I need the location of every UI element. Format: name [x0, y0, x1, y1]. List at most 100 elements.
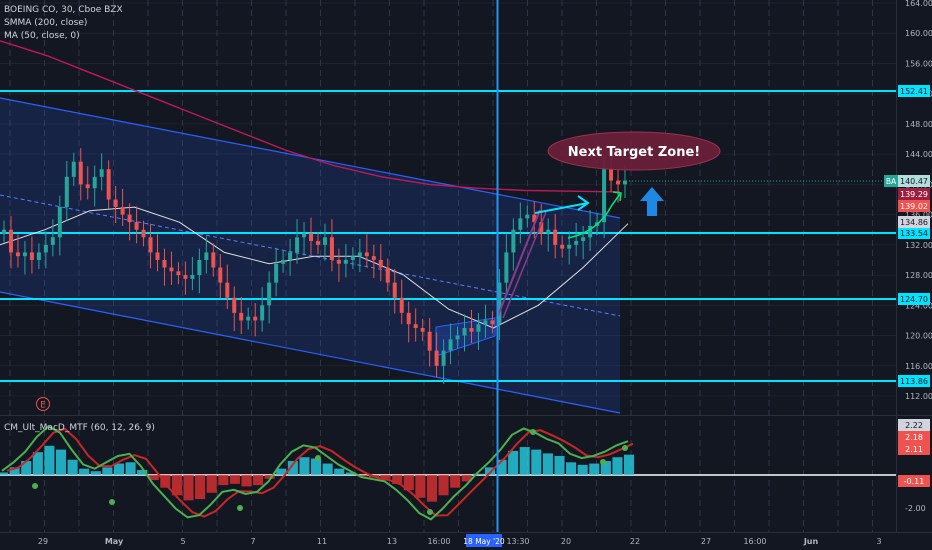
candle-body [623, 180, 627, 185]
candle-body [455, 335, 460, 340]
candle-body [176, 271, 181, 276]
macd-histogram-bar [218, 475, 229, 486]
candle-body [106, 169, 111, 200]
macd-line [1, 425, 629, 521]
magenta-arrow [502, 211, 547, 319]
candle-body [281, 259, 286, 264]
candle-body [127, 214, 132, 223]
macd-histogram-bar [450, 475, 461, 488]
time-tick-label: 22 [630, 537, 640, 546]
time-tick-label: 16:00 [427, 537, 450, 546]
time-tick-label: 11 [317, 537, 327, 546]
candle-body [295, 237, 300, 253]
target-zone-ellipse [547, 131, 721, 171]
macd-histogram-bar [311, 458, 322, 475]
candle-body [602, 169, 607, 223]
macd-histogram-bar [600, 461, 611, 475]
candle-body [392, 282, 397, 298]
candle-body [483, 320, 488, 325]
level-label: 152.41 [900, 87, 928, 96]
candle-body [343, 259, 348, 264]
candle-body [8, 229, 13, 253]
candle-body [85, 184, 90, 189]
macd-cross-dot [109, 499, 115, 505]
candle-body [385, 267, 390, 283]
macd-histogram-bar [345, 472, 356, 475]
price-tick-label: 144.00 [905, 150, 932, 159]
candle-body [148, 237, 153, 253]
price-axis: 164.00160.00156.00152.00148.00144.00140.… [884, 0, 932, 513]
candle-body [616, 180, 621, 185]
candle-body [260, 305, 265, 321]
candle-body [232, 297, 237, 313]
macd-cross-dot [32, 483, 38, 489]
legend-symbol[interactable]: BOEING CO, 30, Cboe BZX [4, 5, 123, 15]
price-badge-bg [898, 200, 930, 212]
candle-body [29, 252, 34, 260]
magenta-arrow [496, 209, 541, 319]
candle-body [469, 327, 474, 332]
legend-ma[interactable]: MA (50, close, 0) [4, 31, 80, 41]
macd-value-label: 2.18 [905, 433, 923, 442]
price-tick-label: 148.00 [905, 120, 932, 129]
level-label-bg [898, 293, 930, 305]
price-badge-bg [898, 175, 930, 187]
green-arrow [567, 193, 621, 239]
macd-histogram-bar [9, 467, 20, 475]
time-tick-label: 27 [701, 537, 711, 546]
candle-body [546, 229, 551, 234]
level-label-bg [898, 375, 930, 387]
macd-histogram-bar [484, 467, 495, 475]
candle-body [15, 252, 20, 257]
candle-body [239, 312, 244, 321]
macd-histogram-bar [137, 469, 148, 475]
time-tick-label: Jun [803, 537, 819, 546]
macd-histogram-bar [125, 462, 136, 475]
macd-cross-dot [427, 509, 433, 515]
time-tick-label: 7 [250, 537, 255, 546]
candle-body [36, 252, 41, 260]
time-tick-label: 3 [876, 537, 881, 546]
macd-value-badge [898, 419, 930, 431]
macd-cross-dot [237, 505, 243, 511]
candle-body [539, 222, 544, 234]
macd-histogram-bar [0, 472, 9, 475]
macd-histogram-bar [229, 475, 240, 484]
earnings-icon[interactable] [36, 397, 50, 411]
macd-histogram-bar [357, 475, 368, 477]
legend-smma[interactable]: SMMA (200, close) [4, 18, 88, 28]
price-badge-label: 134.86 [900, 218, 928, 227]
candle-body [574, 241, 579, 245]
candle-body [190, 275, 195, 279]
level-label-bg [898, 227, 930, 239]
macd-histogram-bar [426, 475, 438, 502]
price-tick-label: 112.00 [905, 392, 932, 401]
cyan-arrow-head [577, 195, 590, 211]
level-label: 113.86 [900, 377, 928, 386]
price-badge-bg [898, 216, 930, 228]
macd-cross-dot [622, 445, 628, 451]
cyan-arrow [534, 202, 589, 214]
candle-body [560, 244, 565, 249]
time-axis: 29 May 5 7 11 13 16:00 18 May '20 13:30 20 22 27 16:… [38, 534, 882, 547]
candle-body [518, 218, 523, 230]
price-tick-label: 128.00 [905, 271, 932, 280]
level-label: 124.70 [900, 295, 928, 304]
macd-histogram-bar [276, 468, 287, 475]
macd-indicator-label[interactable]: CM_Ult_MacD_MTF (60, 12, 26, 9) [4, 423, 155, 433]
macd-histogram-bar [461, 475, 472, 482]
macd-cross-dot [600, 459, 606, 465]
candle-body [253, 316, 258, 321]
time-tick-label: 29 [38, 537, 48, 546]
price-badge-label: 139.02 [900, 202, 928, 211]
candle-body [511, 229, 516, 253]
candle-body [581, 237, 586, 242]
candle-body [434, 350, 439, 366]
candle-body [71, 161, 76, 177]
candle-body [364, 252, 369, 257]
candle-body [406, 312, 411, 325]
candle-body [120, 207, 125, 215]
price-tick-label: 120.00 [905, 332, 932, 341]
candle-body [78, 161, 83, 185]
